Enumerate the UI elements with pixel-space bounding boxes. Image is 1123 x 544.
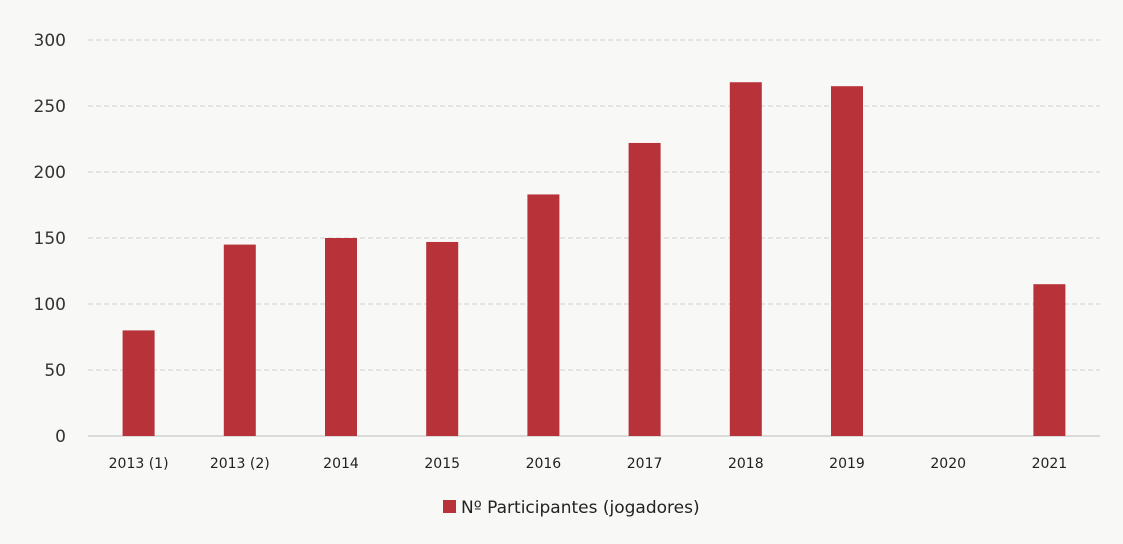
legend-swatch [443, 500, 456, 513]
x-category-label: 2013 (2) [210, 456, 270, 472]
y-tick-label: 200 [34, 163, 66, 183]
bar [831, 86, 863, 436]
x-category-label: 2021 [1032, 456, 1068, 472]
x-category-label: 2017 [627, 456, 663, 472]
x-category-label: 2015 [424, 456, 460, 472]
y-tick-label: 100 [34, 295, 66, 315]
bar [426, 241, 459, 436]
bar [223, 244, 256, 436]
bar [628, 142, 661, 436]
bar [1033, 284, 1066, 436]
x-category-label: 2019 [829, 456, 865, 472]
bar [122, 330, 155, 436]
x-category-label: 2016 [526, 456, 562, 472]
x-category-label: 2020 [930, 456, 966, 472]
legend-label: Nº Participantes (jogadores) [461, 498, 700, 518]
x-axis-categories: 2013 (1) 2013 (2) 2014 2015 2016 2017 2018 2019… [109, 456, 1068, 472]
bar [325, 238, 357, 436]
x-category-label: 2013 (1) [109, 456, 169, 472]
gridlines [88, 39, 1100, 437]
y-axis-ticks: 0 50 100 150 200 250 300 [34, 31, 66, 447]
x-category-label: 2018 [728, 456, 764, 472]
legend: Nº Participantes (jogadores) [443, 498, 700, 518]
y-tick-label: 300 [34, 31, 66, 51]
y-tick-label: 150 [34, 229, 66, 249]
bar [729, 82, 762, 437]
y-tick-label: 50 [44, 361, 66, 381]
x-category-label: 2014 [323, 456, 359, 472]
bar [527, 194, 560, 436]
y-tick-label: 250 [34, 97, 66, 117]
y-tick-label: 0 [55, 427, 66, 447]
bars [122, 82, 1066, 437]
